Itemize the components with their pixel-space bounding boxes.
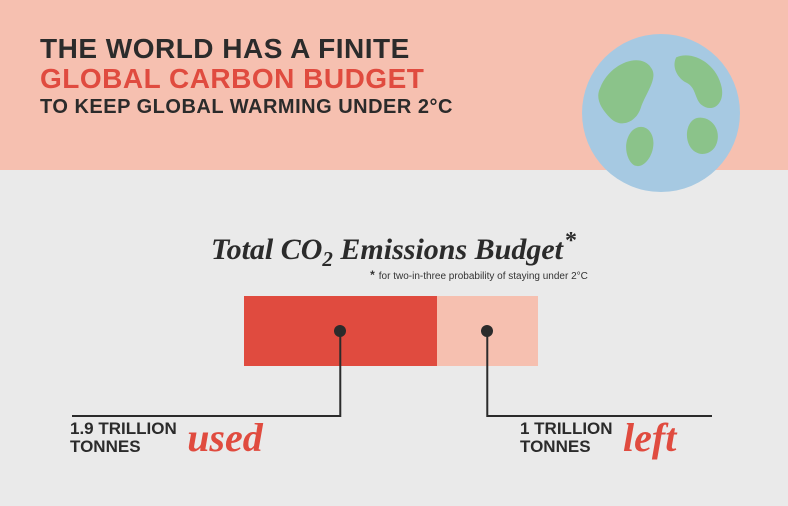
label-left: 1 TRILLION TONNES left <box>520 420 676 456</box>
label-left-amount: 1 TRILLION TONNES <box>520 420 613 456</box>
label-used-amount: 1.9 TRILLION TONNES <box>70 420 177 456</box>
label-left-amount-l1: 1 TRILLION <box>520 419 613 438</box>
label-used-amount-l1: 1.9 TRILLION <box>70 419 177 438</box>
label-left-word: left <box>623 420 676 456</box>
label-used-word: used <box>187 420 263 456</box>
label-used: 1.9 TRILLION TONNES used <box>70 420 263 456</box>
label-used-amount-l2: TONNES <box>70 437 141 456</box>
label-left-amount-l2: TONNES <box>520 437 591 456</box>
infographic-canvas: THE WORLD HAS A FINITE GLOBAL CARBON BUD… <box>0 0 788 506</box>
